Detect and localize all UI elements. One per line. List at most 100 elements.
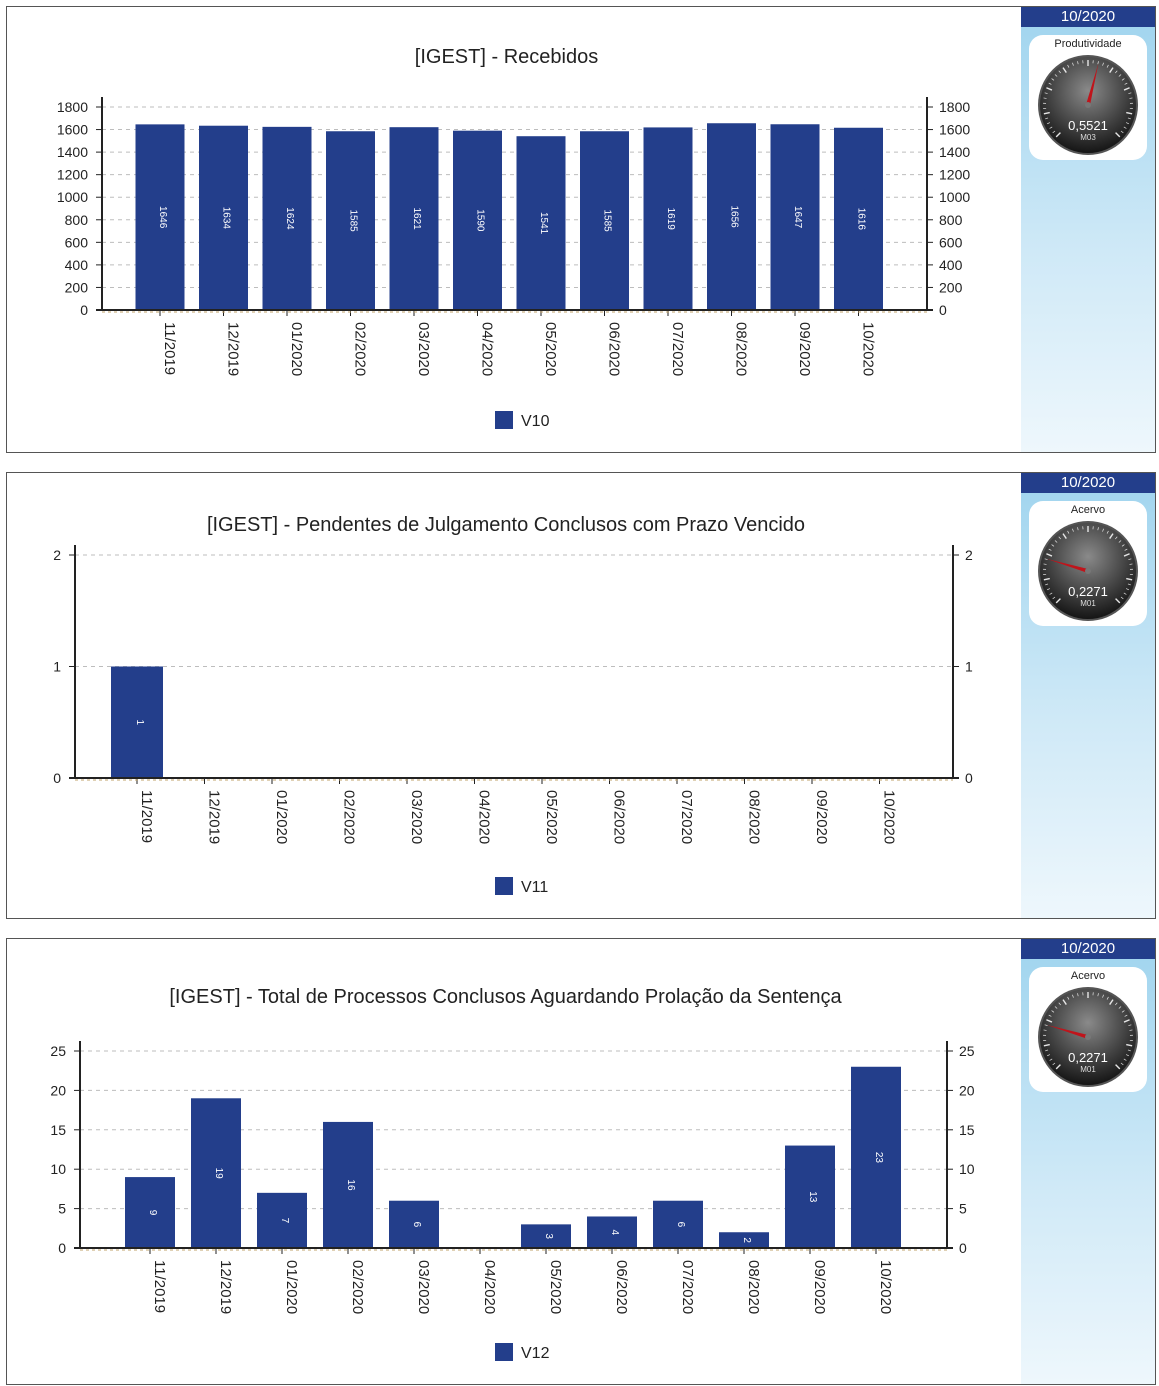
x-tick-label: 11/2019 [161, 322, 178, 375]
y-tick-label: 0 [80, 302, 88, 318]
x-tick-label: 05/2020 [542, 322, 559, 376]
x-tick-label: 11/2019 [151, 1260, 168, 1313]
x-tick-label: 06/2020 [606, 322, 623, 376]
x-tick-label: 12/2019 [206, 790, 223, 844]
period-header: 10/2020 [1021, 7, 1155, 27]
chart-title: [IGEST] - Total de Processos Conclusos A… [169, 986, 842, 1008]
gauge-hub [1085, 568, 1091, 574]
bar-value-label: 1619 [665, 208, 676, 231]
gauge-code: M01 [1080, 599, 1096, 608]
x-tick-label: 02/2020 [352, 322, 369, 376]
gauge-value: 0,2271 [1068, 584, 1108, 599]
x-tick-label: 06/2020 [613, 1260, 630, 1314]
x-tick-label: 07/2020 [669, 322, 686, 376]
gauge-value: 0,5521 [1068, 118, 1108, 133]
bar-value-label: 1 [134, 719, 145, 725]
y-tick-label: 20 [50, 1082, 66, 1098]
x-tick-label: 01/2020 [288, 322, 305, 376]
x-tick-label: 06/2020 [611, 790, 628, 844]
y-tick-label: 200 [939, 279, 963, 295]
chart-title: [IGEST] - Pendentes de Julgamento Conclu… [207, 514, 805, 536]
x-tick-label: 09/2020 [813, 790, 830, 844]
x-tick-label: 07/2020 [678, 790, 695, 844]
y-tick-label: 15 [959, 1122, 975, 1138]
x-tick-label: 04/2020 [476, 790, 493, 844]
x-tick-label: 08/2020 [745, 1260, 762, 1314]
gauge-code: M01 [1080, 1065, 1096, 1074]
x-tick-label: 10/2020 [860, 322, 877, 376]
bar-value-label: 1647 [792, 206, 803, 229]
chart-panel-pendentes: [IGEST] - Pendentes de Julgamento Conclu… [6, 472, 1156, 919]
y-tick-label: 200 [65, 279, 89, 295]
bar-value-label: 1585 [348, 209, 359, 232]
y-tick-label: 1800 [939, 99, 970, 115]
bar-value-label: 1646 [157, 206, 168, 229]
y-tick-label: 800 [939, 212, 963, 228]
legend-swatch [495, 411, 513, 429]
x-tick-label: 12/2019 [217, 1260, 234, 1314]
legend-swatch [495, 877, 513, 895]
bar-value-label: 1585 [602, 209, 613, 232]
gauge-hub [1085, 102, 1091, 108]
y-tick-label: 0 [965, 770, 973, 786]
y-tick-label: 1000 [57, 189, 88, 205]
x-tick-label: 12/2019 [225, 322, 242, 376]
bar-value-label: 4 [609, 1229, 620, 1235]
y-tick-label: 25 [959, 1043, 975, 1059]
y-tick-label: 20 [959, 1082, 975, 1098]
bar-value-label: 1624 [284, 207, 295, 230]
x-tick-label: 10/2020 [881, 790, 898, 844]
bar-value-label: 3 [543, 1233, 554, 1239]
bar-value-label: 2 [741, 1237, 752, 1243]
bar-value-label: 9 [147, 1210, 158, 1216]
bar-value-label: 13 [807, 1191, 818, 1203]
x-tick-label: 03/2020 [415, 322, 432, 376]
x-tick-label: 04/2020 [479, 322, 496, 376]
bar-chart-pendentes: [IGEST] - Pendentes de Julgamento Conclu… [7, 473, 1023, 920]
y-tick-label: 5 [58, 1201, 66, 1217]
y-tick-label: 400 [939, 257, 963, 273]
bar-value-label: 6 [675, 1222, 686, 1228]
chart-panel-aguardando-sentenca: [IGEST] - Total de Processos Conclusos A… [6, 938, 1156, 1385]
x-tick-label: 08/2020 [733, 322, 750, 376]
bar-value-label: 7 [279, 1218, 290, 1224]
y-tick-label: 1800 [57, 99, 88, 115]
x-tick-label: 02/2020 [341, 790, 358, 844]
x-tick-label: 03/2020 [415, 1260, 432, 1314]
y-tick-label: 1 [53, 659, 61, 675]
gauge-code: M03 [1080, 133, 1096, 142]
y-tick-label: 2 [53, 547, 61, 563]
y-tick-label: 0 [959, 1240, 967, 1256]
bar-value-label: 6 [411, 1222, 422, 1228]
bar-value-label: 1656 [729, 205, 740, 228]
x-tick-label: 05/2020 [543, 790, 560, 844]
x-tick-label: 05/2020 [547, 1260, 564, 1314]
gauge-value: 0,2271 [1068, 1050, 1108, 1065]
x-tick-label: 09/2020 [811, 1260, 828, 1314]
x-tick-label: 11/2019 [138, 790, 155, 843]
bar-value-label: 1634 [221, 207, 232, 230]
x-tick-label: 03/2020 [408, 790, 425, 844]
bar-value-label: 1621 [411, 207, 422, 230]
y-tick-label: 1 [965, 659, 973, 675]
y-tick-label: 2 [965, 547, 973, 563]
y-tick-label: 600 [939, 234, 963, 250]
y-tick-label: 0 [53, 770, 61, 786]
bar-value-label: 1616 [856, 208, 867, 231]
x-tick-label: 02/2020 [349, 1260, 366, 1314]
bar-value-label: 23 [873, 1152, 884, 1164]
y-tick-label: 800 [65, 212, 89, 228]
period-header: 10/2020 [1021, 939, 1155, 959]
y-tick-label: 1400 [57, 144, 88, 160]
y-tick-label: 400 [65, 257, 89, 273]
y-tick-label: 10 [50, 1161, 66, 1177]
period-header: 10/2020 [1021, 473, 1155, 493]
